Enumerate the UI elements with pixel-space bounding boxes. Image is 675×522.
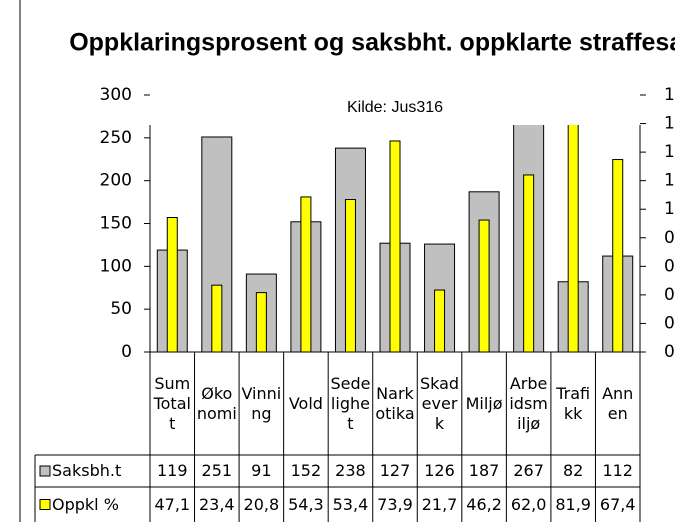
- y2-tick-label: 1: [664, 85, 675, 105]
- table-value: 238: [335, 461, 366, 480]
- y2-tick-label: 1: [664, 171, 675, 191]
- y2-tick-label: 1: [664, 142, 675, 162]
- table-value: 267: [513, 461, 544, 480]
- table-value: 53,4: [332, 494, 369, 514]
- table-value: 21,7: [421, 494, 458, 514]
- table-value: 20,8: [243, 494, 280, 514]
- y-tick-label: 50: [110, 299, 132, 319]
- category-label: Miljø: [465, 393, 503, 413]
- table-value: 112: [602, 461, 633, 480]
- y2-tick-label: 1: [664, 114, 675, 134]
- bar-y2: [300, 196, 312, 353]
- table-value: 73,9: [377, 494, 413, 514]
- table-value: 127: [379, 461, 411, 480]
- chart-subtitle: Kilde: Jus316: [347, 99, 443, 116]
- category-label: Narkotika: [375, 383, 415, 423]
- table-value: 62,0: [510, 494, 547, 514]
- table-value: 251: [201, 461, 233, 480]
- bar-y2: [523, 174, 535, 353]
- y-tick-label: 100: [100, 256, 132, 276]
- y-tick-label: 150: [100, 214, 132, 234]
- y2-tick-label: 0: [664, 256, 675, 276]
- table-value: 46,2: [466, 494, 502, 514]
- y2-tick-label: 1: [664, 199, 675, 219]
- table-value: 81,9: [555, 494, 591, 514]
- category-label: Trafikk: [556, 383, 591, 423]
- y2-tick-label: 0: [664, 342, 675, 362]
- bar-y2: [344, 199, 356, 353]
- bar-y2: [166, 217, 178, 353]
- table-value: 126: [424, 461, 455, 480]
- legend-label: Saksbh.t: [52, 461, 122, 480]
- y2-tick-label: 0: [664, 285, 675, 305]
- table-value: 67,4: [599, 494, 636, 514]
- table-value: 54,3: [288, 494, 324, 514]
- legend-swatch: [39, 499, 51, 510]
- category-label: Sum Totalt: [153, 373, 191, 433]
- y2-tick-label: 0: [664, 313, 675, 333]
- category-label: Vinning: [241, 383, 282, 423]
- table-value: 152: [290, 461, 322, 480]
- category-label: Sedelighet: [330, 373, 371, 433]
- y-tick-label: 0: [121, 342, 132, 362]
- category-label: Arbeidsmiljø: [509, 373, 548, 433]
- bar-y2: [389, 140, 401, 353]
- chart-title: Oppklaringsprosent og saksbht. oppklarte…: [69, 29, 675, 57]
- bar-y2: [478, 219, 490, 353]
- category-label: Økonomi: [196, 383, 237, 423]
- table-value: 187: [468, 461, 500, 480]
- category-label: Skadeverk: [419, 373, 460, 433]
- bar-y2: [255, 292, 267, 353]
- table-value: 82: [562, 461, 584, 480]
- category-label: Vold: [288, 393, 323, 413]
- bar-y2: [567, 125, 579, 353]
- chart-border: [19, 0, 21, 522]
- bar-y2: [612, 159, 624, 353]
- table-value: 119: [156, 461, 188, 480]
- bar-y2: [434, 289, 446, 353]
- y2-tick-label: 0: [664, 228, 675, 248]
- legend-label: Oppkl %: [52, 494, 119, 514]
- y-tick-label: 250: [100, 128, 132, 148]
- table-value: 47,1: [154, 494, 191, 514]
- bar-y2: [211, 284, 223, 353]
- plot-area: [156, 125, 634, 353]
- table-value: 23,4: [198, 494, 235, 514]
- y-tick-label: 200: [100, 171, 132, 191]
- category-label: Annen: [602, 383, 634, 423]
- table-value: 91: [251, 461, 272, 480]
- y-tick-label: 300: [100, 85, 132, 105]
- legend-swatch: [39, 465, 51, 477]
